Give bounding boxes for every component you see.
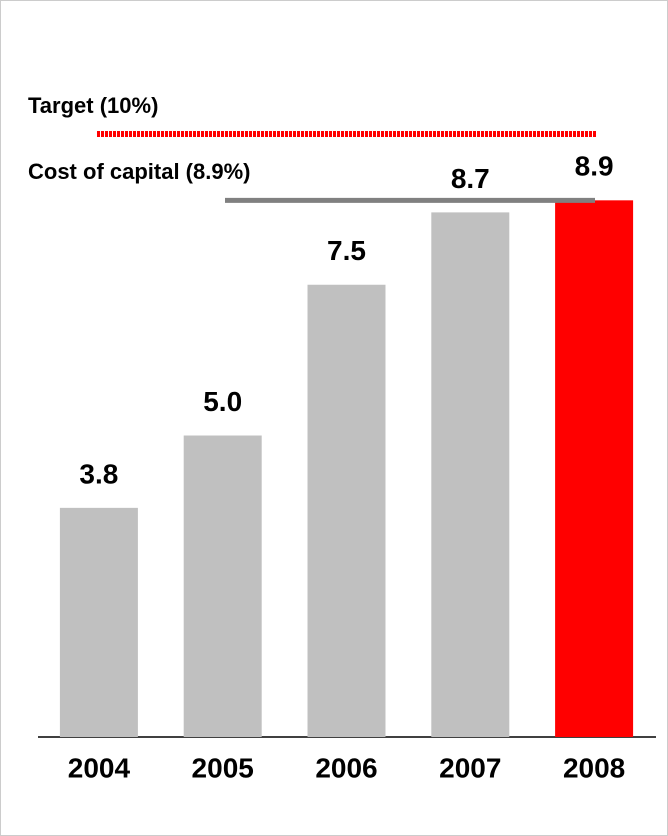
bar [183, 435, 262, 737]
x-tick-label: 2004 [68, 752, 131, 783]
bar [431, 212, 510, 737]
value-label: 8.9 [575, 151, 614, 182]
value-label: 8.7 [451, 163, 490, 194]
x-tick-label: 2005 [192, 752, 254, 783]
x-tick-label: 2006 [315, 752, 377, 783]
x-tick-label: 2008 [563, 752, 625, 783]
x-tick-label: 2007 [439, 752, 501, 783]
value-label: 3.8 [79, 458, 118, 489]
bar [555, 200, 634, 737]
reference-label: Cost of capital (8.9%) [28, 159, 250, 184]
bar [307, 284, 386, 737]
reference-label: Target (10%) [28, 93, 158, 118]
value-label: 5.0 [203, 386, 242, 417]
bar [59, 507, 138, 737]
value-label: 7.5 [327, 235, 366, 266]
